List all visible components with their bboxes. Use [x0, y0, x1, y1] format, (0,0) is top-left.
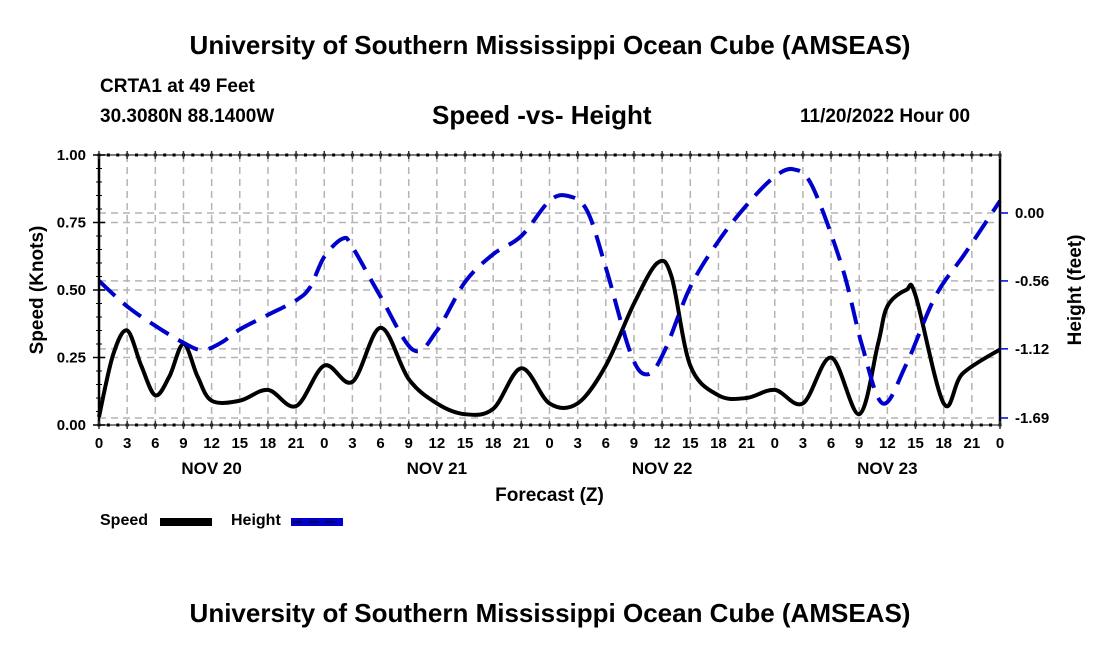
series-layer [97, 166, 1002, 418]
chart-title: Speed -vs- Height [432, 100, 652, 130]
x-tick-label: 15 [457, 435, 474, 452]
day-label: NOV 20 [181, 459, 241, 478]
coordinates-label: 30.3080N 88.1400W [100, 106, 275, 127]
x-tick-label: 9 [405, 435, 413, 452]
x-tick-label: 0 [95, 435, 103, 452]
legend-swatch-speed [160, 518, 212, 526]
x-tick-label: 9 [855, 435, 863, 452]
x-tick-label: 6 [376, 435, 384, 452]
x-tick-label: 18 [935, 435, 952, 452]
grid [99, 155, 1000, 425]
x-tick-label: 12 [654, 435, 671, 452]
page-title-bottom: University of Southern Mississippi Ocean… [189, 598, 911, 628]
x-axis-label: Forecast (Z) [495, 485, 604, 506]
x-tick-label: 21 [513, 435, 530, 452]
axes: 0 3 6 9 12 15 18 21 0 3 6 9 12 15 18 21 0 3 6 9 12 15 18 21 0 3 6 9… [27, 147, 1086, 506]
x-tick-label: 3 [799, 435, 807, 452]
series-line-height [97, 166, 1002, 406]
y-tick-label: 0.50 [57, 282, 86, 299]
x-tick-label: 3 [348, 435, 356, 452]
forecast-datetime: 11/20/2022 Hour 00 [800, 106, 971, 127]
legend: Speed Height [100, 512, 343, 529]
y2-tick-label: -1.12 [1015, 341, 1049, 358]
day-label: NOV 23 [857, 459, 917, 478]
x-tick-label: 6 [827, 435, 835, 452]
y-tick-label: 0.25 [57, 350, 86, 367]
x-tick-label: 15 [682, 435, 699, 452]
series-line-speed [97, 258, 1002, 418]
y-tick-label: 0.00 [57, 417, 86, 434]
day-label: NOV 21 [407, 459, 467, 478]
station-label: CRTA1 at 49 Feet [100, 76, 255, 97]
x-tick-label: 12 [879, 435, 896, 452]
x-tick-label: 0 [996, 435, 1004, 452]
x-tick-label: 6 [602, 435, 610, 452]
x-tick-label: 0 [545, 435, 553, 452]
x-tick-label: 12 [203, 435, 220, 452]
day-label: NOV 22 [632, 459, 692, 478]
x-tick-label: 9 [179, 435, 187, 452]
legend-label-height: Height [231, 512, 281, 529]
x-tick-label: 18 [260, 435, 277, 452]
x-tick-label: 15 [231, 435, 248, 452]
y-tick-label: 1.00 [57, 147, 86, 164]
x-tick-label: 18 [710, 435, 727, 452]
x-tick-label: 18 [485, 435, 502, 452]
x-tick-label: 21 [288, 435, 305, 452]
x-tick-label: 3 [123, 435, 131, 452]
x-tick-label: 9 [630, 435, 638, 452]
y2-tick-label: 0.00 [1015, 205, 1044, 222]
x-tick-label: 21 [964, 435, 981, 452]
x-tick-label: 6 [151, 435, 159, 452]
x-tick-label: 0 [771, 435, 779, 452]
y2-tick-label: -0.56 [1015, 273, 1049, 290]
y-axis-label: Speed (Knots) [27, 226, 48, 355]
page-title-top: University of Southern Mississippi Ocean… [189, 30, 911, 60]
x-tick-label: 0 [320, 435, 328, 452]
x-tick-label: 3 [573, 435, 581, 452]
x-tick-label: 15 [907, 435, 924, 452]
x-tick-label: 12 [429, 435, 446, 452]
y2-tick-label: -1.69 [1015, 410, 1049, 427]
x-tick-label: 21 [738, 435, 755, 452]
legend-label-speed: Speed [100, 512, 148, 529]
y-tick-label: 0.75 [57, 215, 86, 232]
y2-axis-label: Height (feet) [1065, 235, 1086, 346]
